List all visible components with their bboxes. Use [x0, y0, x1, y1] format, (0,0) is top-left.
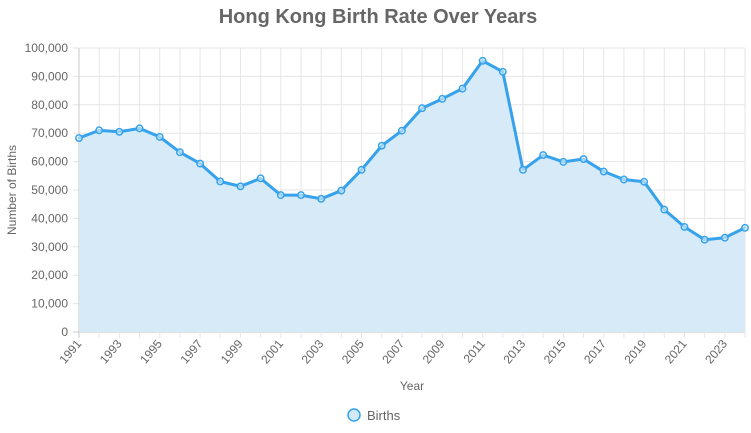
y-tick-label: 50,000: [31, 183, 68, 197]
data-point: [317, 194, 326, 203]
data-point: [438, 94, 447, 103]
x-tick-label: 1999: [218, 337, 246, 367]
x-tick-label: 2011: [461, 337, 489, 366]
data-point: [720, 233, 729, 242]
x-tick-label: 2003: [299, 337, 327, 367]
data-point: [155, 132, 164, 141]
x-tick-label: 2007: [379, 337, 407, 367]
data-point: [539, 151, 548, 160]
data-point: [196, 159, 205, 168]
data-point: [579, 155, 588, 163]
data-point: [95, 126, 104, 135]
data-point: [115, 127, 124, 136]
y-tick-label: 90,000: [31, 69, 68, 83]
y-tick-label: 100,000: [25, 41, 69, 55]
points-layer: [75, 56, 749, 244]
x-tick-label: 1997: [177, 337, 205, 367]
data-point: [175, 148, 184, 157]
y-axis: 0 10,000 20,000 30,000 40,000 50,000 60,000 70,…: [25, 41, 69, 339]
x-axis: 1991 1993 1995 1997 1999 2001 2003 2005 2007 2009…: [56, 337, 730, 367]
data-point: [236, 182, 245, 191]
data-point: [700, 235, 709, 244]
x-tick-label: 2023: [702, 337, 730, 367]
data-point: [599, 167, 608, 176]
data-point: [216, 177, 225, 186]
data-point: [559, 157, 568, 166]
series-line-births: [77, 59, 747, 242]
data-point: [418, 104, 427, 113]
data-point: [680, 222, 689, 231]
data-point: [337, 186, 346, 195]
data-point: [660, 205, 669, 214]
series-area-births: [79, 60, 745, 332]
x-tick-label: 2013: [500, 337, 528, 367]
y-tick-label: 10,000: [31, 297, 68, 311]
legend-marker-births: [347, 408, 361, 422]
y-tick-label: 70,000: [31, 126, 68, 140]
data-point: [276, 191, 285, 200]
x-tick-label: 1991: [56, 337, 84, 367]
data-point: [397, 126, 406, 135]
data-point: [297, 191, 305, 200]
x-tick-label: 1993: [97, 337, 125, 367]
data-point: [357, 165, 366, 174]
x-tick-label: 2001: [258, 337, 286, 367]
chart-title: Hong Kong Birth Rate Over Years: [219, 6, 538, 28]
x-tick-label: 2019: [621, 337, 649, 367]
data-point: [519, 165, 527, 174]
x-tick-label: 1995: [137, 337, 165, 367]
x-tick-label: 2015: [541, 337, 569, 367]
area-layer: [77, 59, 747, 332]
data-point: [640, 177, 649, 186]
data-point: [478, 56, 487, 65]
y-tick-label: 60,000: [31, 155, 68, 169]
y-tick-label: 40,000: [31, 211, 68, 225]
data-point: [498, 67, 507, 76]
legend[interactable]: Births: [347, 408, 401, 423]
y-tick-label: 80,000: [31, 98, 68, 112]
x-tick-label: 2009: [420, 337, 448, 367]
x-tick-label: 2005: [339, 337, 367, 367]
legend-label-births: Births: [367, 408, 401, 423]
data-point: [619, 175, 628, 184]
y-tick-label: 20,000: [31, 268, 68, 282]
x-tick-label: 2021: [662, 337, 690, 367]
data-point: [741, 223, 749, 232]
y-axis-title: Number of Births: [5, 145, 19, 235]
data-point: [256, 174, 265, 183]
x-tick-label: 2017: [581, 337, 609, 367]
data-point: [75, 134, 83, 142]
x-axis-title: Year: [400, 379, 424, 393]
data-point: [377, 141, 386, 150]
data-point: [135, 124, 144, 133]
y-tick-label: 0: [61, 325, 68, 339]
data-point: [458, 84, 467, 93]
y-tick-label: 30,000: [31, 240, 68, 254]
